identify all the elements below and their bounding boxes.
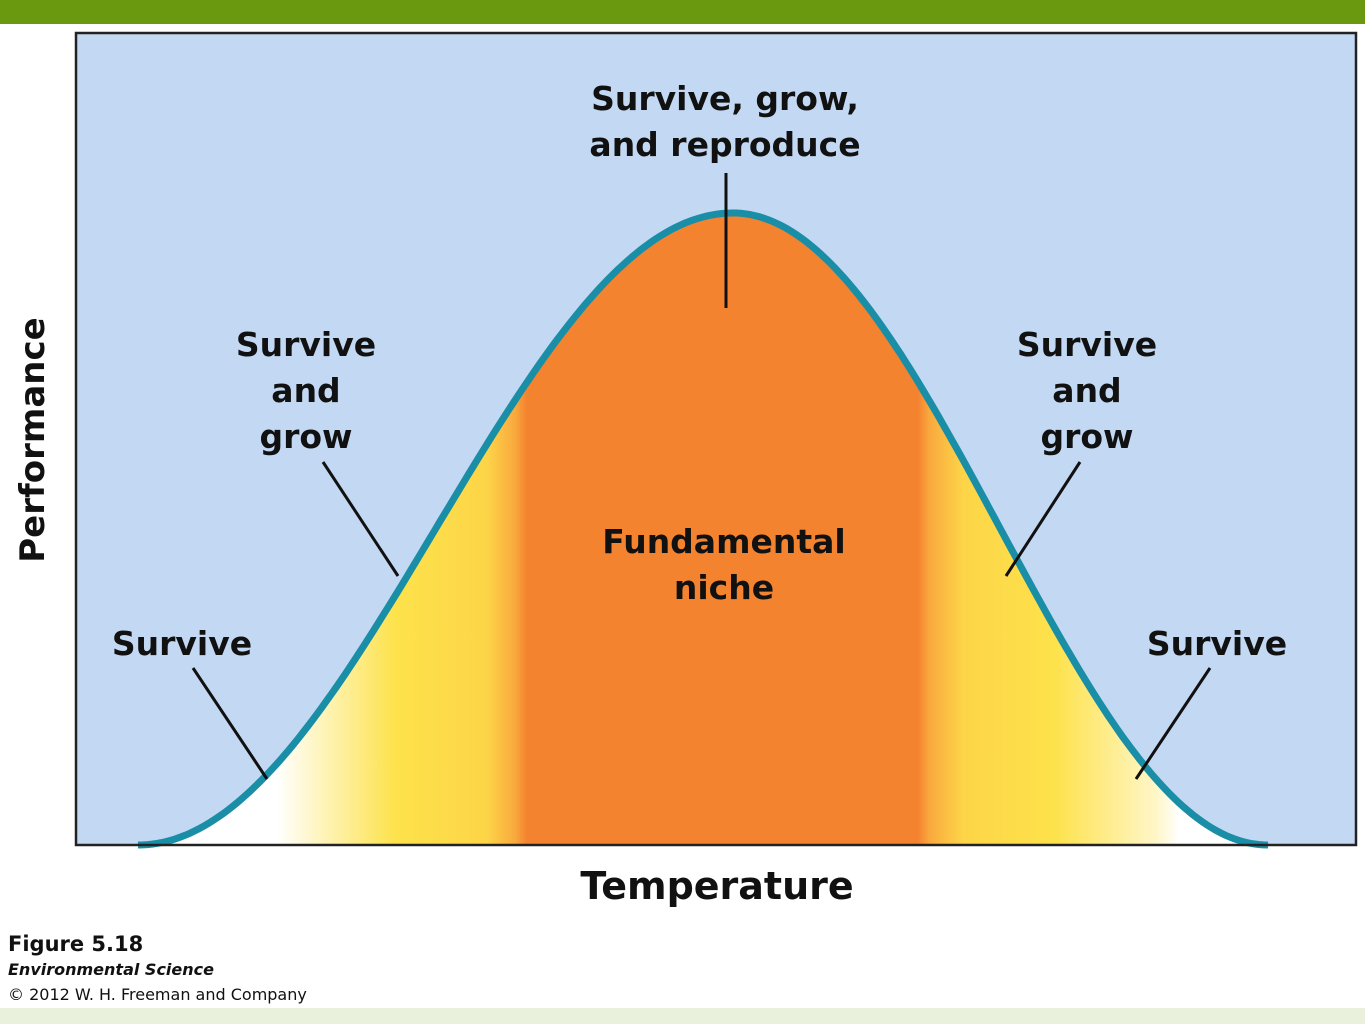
label-left-survive: Survive	[111, 624, 253, 663]
label-right-survive: Survive	[1146, 624, 1288, 663]
x-axis-label: Temperature	[580, 864, 854, 908]
pointer-left-grow	[321, 461, 400, 577]
figure-caption: Figure 5.18 Environmental Science © 2012…	[8, 930, 307, 1008]
header-bar	[0, 0, 1365, 24]
pointer-left-survive	[191, 667, 269, 780]
figure-number: Figure 5.18	[8, 932, 144, 956]
plot-frame	[74, 31, 1358, 847]
performance-curve	[137, 209, 1269, 849]
footer-bar	[0, 1008, 1365, 1024]
label-right-grow: Survive and grow	[1016, 325, 1158, 456]
label-left-grow: Survive and grow	[235, 325, 377, 456]
pointer-right-survive	[1134, 667, 1212, 780]
label-fundamental-niche: Fundamental niche	[602, 522, 846, 607]
y-axis-label: Performance	[13, 317, 53, 563]
book-title: Environmental Science	[8, 960, 214, 979]
label-peak: Survive, grow, and reproduce	[589, 79, 861, 164]
copyright-text: © 2012 W. H. Freeman and Company	[8, 985, 307, 1004]
curve-area	[138, 213, 1268, 845]
pointer-right-grow	[1004, 461, 1082, 577]
